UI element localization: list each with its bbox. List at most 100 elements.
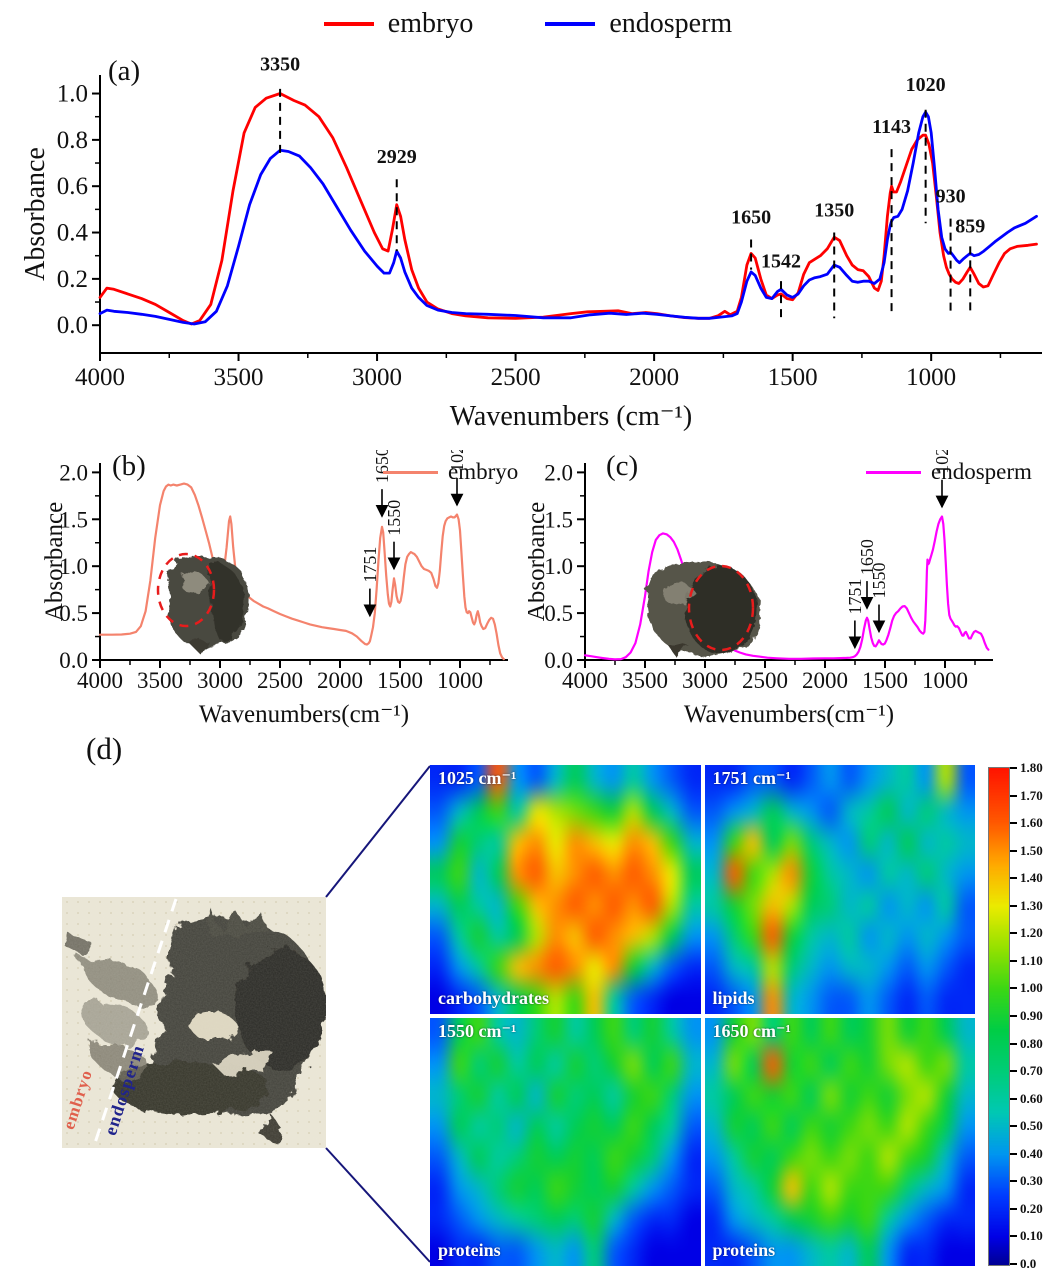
x-tick-label: 3500 — [622, 668, 668, 693]
x-tick-label: 2500 — [742, 668, 788, 693]
legend-item-embryo: embryo — [323, 8, 474, 40]
colorbar-tick-label: 1.20 — [1020, 925, 1043, 941]
x-tick-label: 3000 — [197, 668, 243, 693]
colorbar-tick-label: 0.80 — [1020, 1035, 1043, 1051]
panel-d-tag: (d) — [86, 731, 123, 766]
colorbar-tick-label: 0.50 — [1020, 1118, 1043, 1134]
colorbar-tick-label: 1.80 — [1020, 760, 1043, 775]
legend-item-endosperm: endosperm — [545, 8, 732, 40]
legend-label-embryo: embryo — [387, 8, 474, 39]
x-tick-label: 1000 — [906, 364, 956, 391]
endosperm-line-swatch — [545, 22, 596, 26]
peak-label-3350: 3350 — [260, 55, 300, 75]
heatmap-wavenumber-label: 1025 cm⁻¹ — [438, 768, 517, 788]
x-tick-label: 1000 — [922, 668, 968, 693]
x-tick-label: 4000 — [75, 364, 125, 391]
colorbar-tick-label: 1.10 — [1020, 952, 1043, 968]
colorbar-tick — [1010, 1042, 1017, 1045]
colorbar-tick-label: 0.70 — [1020, 1063, 1043, 1079]
colorbar-tick — [1010, 1207, 1017, 1210]
heatmap-1650-canvas — [704, 1017, 975, 1266]
y-tick-label: 1.5 — [59, 507, 88, 532]
x-tick-label: 3000 — [352, 364, 402, 391]
y-tick-label: 0.5 — [59, 601, 88, 626]
peak-label-1025: 1025 — [932, 450, 952, 474]
x-tick-label: 2000 — [317, 668, 363, 693]
y-tick-label: 0.2 — [57, 266, 88, 293]
endosperm-roi-ellipse — [687, 564, 755, 652]
x-tick-label: 1500 — [768, 364, 818, 391]
peak-label-1020: 1020 — [906, 74, 946, 96]
chemical-maps-grid: 1025 cm⁻¹ carbohydrates 1751 cm⁻¹ lipids… — [430, 765, 975, 1266]
peak-label-859: 859 — [955, 216, 985, 238]
colorbar-tick — [1010, 1015, 1017, 1017]
y-axis-title: Absorbance — [41, 502, 68, 621]
peak-label-2929: 2929 — [377, 146, 417, 168]
peak-label-1143: 1143 — [872, 116, 911, 138]
heatmap-wavenumber-label: 1751 cm⁻¹ — [712, 768, 791, 788]
x-axis-title: Wavenumbers(cm⁻¹) — [199, 701, 409, 728]
y-tick-label: 0.5 — [544, 601, 573, 626]
embryo-line-swatch — [383, 470, 438, 474]
x-axis-title: Wavenumbers(cm⁻¹) — [684, 701, 894, 728]
y-tick-label: 1.5 — [544, 507, 573, 532]
x-tick-label: 3500 — [214, 364, 264, 391]
peak-label-1650: 1650 — [857, 539, 877, 575]
peak-label-1751: 1751 — [845, 578, 865, 614]
heatmap-1550-proteins: 1550 cm⁻¹ proteins — [430, 1017, 701, 1266]
intensity-colorbar: 1.80 1.70 1.60 1.50 1.40 1.30 1.20 1.10 1.00 0.90… — [988, 760, 1056, 1271]
heatmap-assignment-label: proteins — [438, 1240, 501, 1260]
peak-label-1650: 1650 — [731, 206, 771, 228]
y-tick-label: 1.0 — [57, 81, 88, 108]
heatmap-assignment-label: proteins — [712, 1240, 776, 1260]
embryo-roi-ellipse — [156, 552, 216, 628]
y-tick-label: 0.4 — [57, 220, 89, 247]
y-axis-title: Absorbance — [528, 502, 550, 621]
tissue-blob — [645, 561, 762, 658]
x-tick-label: 3000 — [682, 668, 728, 693]
tissue-inset-endosperm — [645, 561, 762, 658]
peak-label-1350: 1350 — [814, 199, 854, 221]
tissue-micrograph-image — [62, 897, 328, 1148]
y-tick-label: 0.0 — [57, 312, 88, 339]
ftir-chart-a: 4000 3500 3000 2500 2000 1500 1000 0.0 0.2 0.4 0.6… — [20, 55, 1042, 432]
colorbar-tick — [1010, 1180, 1017, 1183]
colorbar-tick — [1010, 1263, 1017, 1265]
panel-c-legend: endosperm — [866, 459, 1032, 485]
colorbar-tick — [1010, 1097, 1017, 1100]
tissue-inset-embryo — [156, 552, 249, 654]
x-tick-label: 2500 — [491, 364, 541, 391]
colorbar-tick — [1010, 987, 1017, 990]
peak-label-1650: 1650 — [372, 450, 392, 483]
x-tick-label: 2000 — [629, 364, 679, 391]
colorbar-tick — [1010, 932, 1017, 935]
x-tick-label: 1000 — [437, 668, 483, 693]
y-tick-label: 0.0 — [544, 648, 573, 673]
colorbar-tick — [1010, 822, 1017, 825]
y-tick-label: 0.6 — [57, 173, 88, 200]
colorbar-tick-label: 0.20 — [1020, 1200, 1043, 1216]
heatmap-wavenumber-label: 1650 cm⁻¹ — [712, 1020, 791, 1041]
connector-bottom — [325, 1147, 431, 1263]
colorbar-tick-label: 1.30 — [1020, 897, 1043, 913]
colorbar-gradient — [988, 767, 1010, 1266]
colorbar-tick-label: 0.10 — [1020, 1228, 1043, 1244]
panel-c-legend-label: endosperm — [931, 459, 1032, 484]
colorbar-tick-label: 0.30 — [1020, 1173, 1043, 1189]
ftir-chart-b: 4000 3500 3000 2500 2000 1500 1000 0.0 0.5 1.0 1.5… — [41, 450, 508, 728]
y-tick-label: 2.0 — [544, 460, 573, 485]
colorbar-tick-label: 1.60 — [1020, 815, 1043, 831]
ftir-chart-c: 4000 3500 3000 2500 2000 1500 1000 0.0 0.5 1.0 1.5… — [528, 450, 993, 728]
peak-label-930: 930 — [936, 185, 966, 207]
photo-grain-overlay — [62, 897, 326, 1148]
x-axis-title: Wavenumbers (cm⁻¹) — [450, 401, 693, 432]
colorbar-tick-label: 0.60 — [1020, 1090, 1043, 1106]
colorbar-tick-label: 1.70 — [1020, 787, 1043, 803]
embryo-line-swatch — [323, 22, 374, 26]
heatmap-1751-canvas — [704, 765, 975, 1014]
heatmap-1025-canvas — [430, 765, 701, 1014]
tissue-blob — [168, 556, 249, 654]
colorbar-tick — [1010, 959, 1017, 962]
y-tick-label: 0.0 — [59, 648, 88, 673]
colorbar-tick — [1010, 877, 1017, 880]
